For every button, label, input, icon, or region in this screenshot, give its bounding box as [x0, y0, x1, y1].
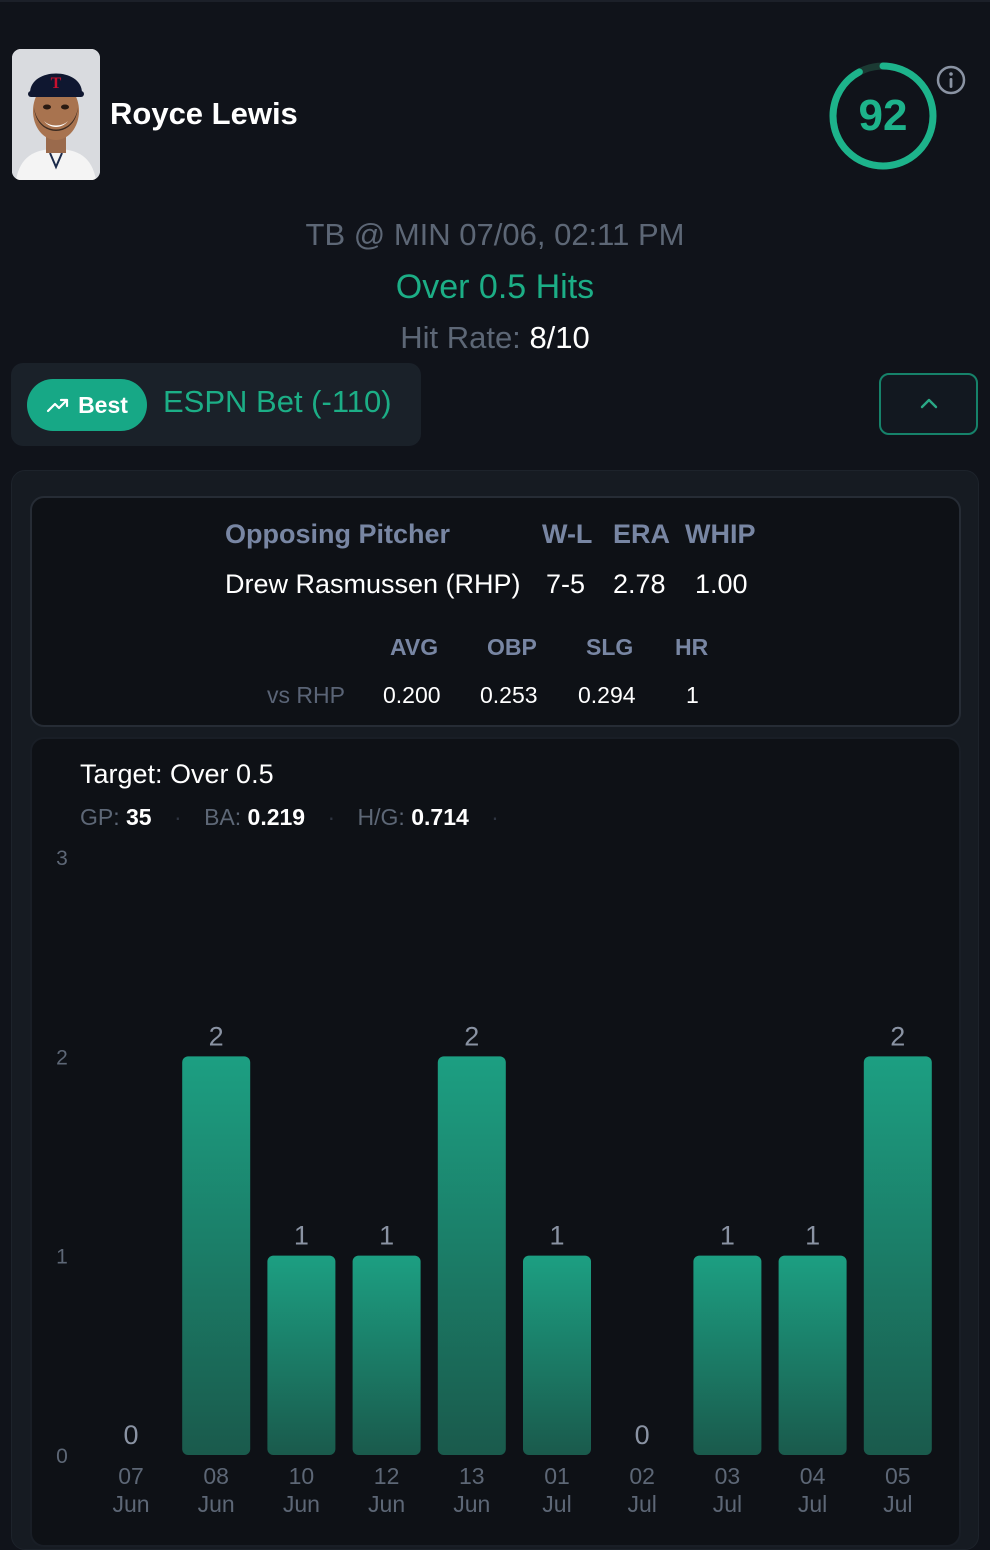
confidence-score: 92: [827, 60, 939, 172]
player-photo: T: [12, 49, 100, 180]
pitcher-wl: 7-5: [546, 569, 586, 599]
summary-stats: GP: 35 · BA: 0.219 · H/G: 0.714 ·: [80, 804, 515, 831]
gp-value: 35: [126, 804, 152, 830]
ba-value: 0.219: [247, 804, 306, 830]
obp-col-header: OBP: [487, 634, 537, 660]
target-line: Target: Over 0.5: [80, 759, 274, 789]
trending-up-icon: [46, 398, 69, 413]
gp-label: GP:: [80, 804, 120, 830]
separator-dot: ·: [491, 804, 499, 830]
split-label: vs RHP: [267, 682, 345, 708]
collapse-button[interactable]: [879, 373, 978, 435]
separator-dot: ·: [174, 804, 182, 830]
avg-col-header: AVG: [390, 634, 439, 660]
score-value: 92: [858, 91, 908, 140]
pitcher-era: 2.78: [613, 569, 666, 599]
wl-col-header: W-L: [542, 519, 593, 549]
hit-rate: Hit Rate: 8/10: [0, 320, 990, 356]
best-badge-label: Best: [78, 391, 128, 418]
era-col-header: ERA: [613, 519, 671, 549]
split-hr: 1: [686, 682, 699, 708]
ba-label: BA:: [204, 804, 242, 830]
info-icon[interactable]: [935, 64, 967, 96]
game-log-card: [30, 737, 961, 1547]
best-odds-panel[interactable]: Best ESPN Bet (-110): [11, 363, 421, 446]
pitcher-name: Drew Rasmussen (RHP): [225, 569, 521, 599]
svg-text:T: T: [51, 75, 62, 92]
split-avg: 0.200: [383, 682, 441, 708]
hg-value: 0.714: [411, 804, 469, 830]
bookmaker-odds: ESPN Bet (-110): [163, 384, 392, 419]
opposing-pitcher-card: [30, 496, 961, 727]
hit-rate-value: 8/10: [529, 320, 590, 355]
chevron-up-icon: [920, 398, 937, 409]
prop-line: Over 0.5 Hits: [395, 268, 595, 306]
split-obp: 0.253: [480, 682, 538, 708]
top-divider: [0, 0, 990, 2]
hr-col-header: HR: [675, 634, 709, 660]
whip-col-header: WHIP: [685, 519, 756, 549]
hit-rate-label: Hit Rate:: [400, 320, 521, 355]
split-slg: 0.294: [578, 682, 636, 708]
slg-col-header: SLG: [586, 634, 634, 660]
hg-label: H/G:: [357, 804, 405, 830]
pitcher-whip: 1.00: [695, 569, 748, 599]
player-name: Royce Lewis: [110, 96, 298, 131]
best-badge: Best: [27, 379, 147, 431]
separator-dot: ·: [327, 804, 336, 830]
pitcher-col-header: Opposing Pitcher: [225, 519, 451, 549]
game-matchup: TB @ MIN 07/06, 02:11 PM: [305, 217, 685, 252]
